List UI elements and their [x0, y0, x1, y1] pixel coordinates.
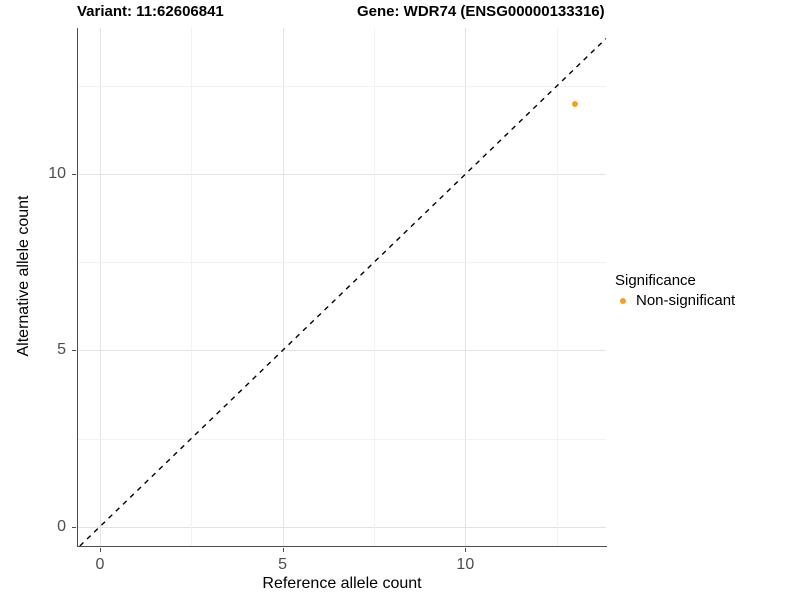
- legend-key: [615, 293, 631, 309]
- legend-items: Non-significant: [615, 292, 795, 309]
- grid-line-v: [282, 28, 284, 546]
- plot-title-gene: Gene: WDR74 (ENSG00000133316): [357, 3, 605, 20]
- plot-title-strip: Variant: 11:62606841 Gene: WDR74 (ENSG00…: [0, 0, 800, 28]
- y-tick-mark: [72, 350, 76, 352]
- grid-line-v: [465, 28, 467, 546]
- identity-reference-line: [79, 38, 606, 546]
- legend-dot-icon: [620, 297, 626, 304]
- y-tick-mark: [72, 174, 76, 176]
- grid-line-v: [373, 28, 375, 546]
- grid-line-h: [78, 86, 606, 88]
- legend-item-label: Non-significant: [636, 292, 736, 309]
- x-tick-label: 10: [456, 556, 475, 573]
- grid-line-h: [78, 350, 606, 352]
- y-axis-title: Alternative allele count: [15, 195, 32, 357]
- legend: Significance Non-significant: [615, 272, 795, 309]
- y-tick-label: 10: [48, 165, 66, 183]
- grid-line-h: [78, 526, 606, 528]
- grid-line-h: [78, 438, 606, 440]
- plot-title-variant: Variant: 11:62606841: [77, 3, 224, 20]
- x-axis-title: Reference allele count: [262, 575, 422, 592]
- y-tick-label: 5: [57, 341, 66, 359]
- y-axis-line: [77, 28, 79, 547]
- x-tick-label: 5: [278, 556, 288, 573]
- x-tick-mark: [465, 548, 467, 552]
- x-axis-line: [78, 546, 607, 548]
- plot-panel: [78, 28, 606, 546]
- grid-line-v: [556, 28, 558, 546]
- grid-line-v: [191, 28, 193, 546]
- legend-title: Significance: [615, 272, 696, 289]
- y-tick-label: 0: [57, 517, 66, 535]
- y-tick-mark: [72, 526, 76, 528]
- grid-line-h: [78, 262, 606, 264]
- legend-item[interactable]: Non-significant: [615, 292, 795, 309]
- data-point[interactable]: [571, 100, 578, 107]
- plot-panel-inner: [78, 28, 606, 546]
- grid-line-h: [78, 174, 606, 176]
- x-tick-label: 0: [95, 556, 105, 573]
- x-tick-mark: [282, 548, 284, 552]
- x-tick-mark: [99, 548, 101, 552]
- grid-line-v: [99, 28, 101, 546]
